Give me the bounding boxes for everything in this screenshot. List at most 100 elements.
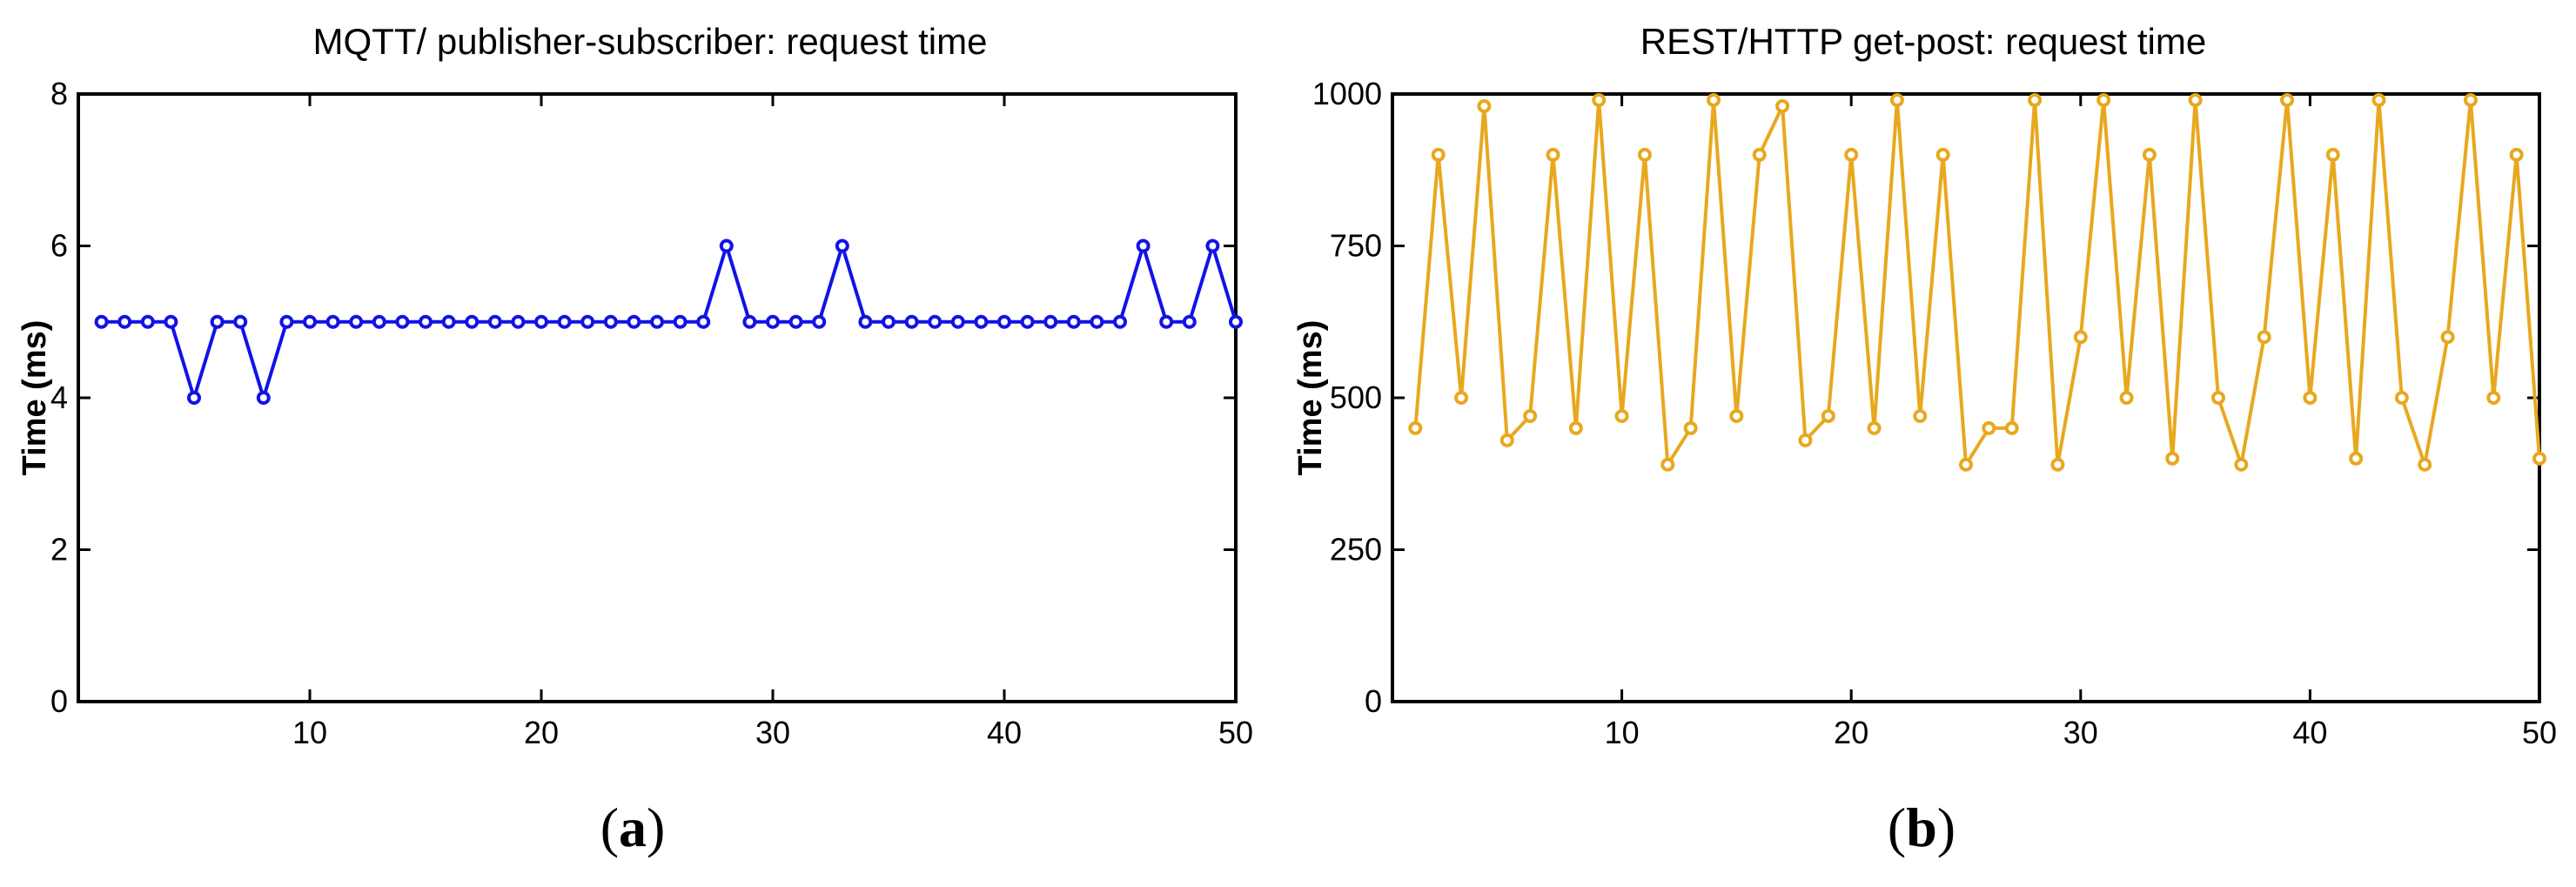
data-point-a [117,314,132,329]
data-point-a [557,314,572,329]
data-point-b [1592,92,1607,107]
x-tick-label-a: 40 [987,715,1022,750]
data-point-b [1821,408,1835,423]
data-point-b [2257,330,2271,345]
caption-a-close: ) [647,796,665,858]
data-point-a [325,314,340,329]
caption-b-close: ) [1937,796,1955,858]
data-point-b [2096,92,2111,107]
data-point-b [1614,408,1629,423]
x-tick-label-b: 20 [1834,715,1868,750]
data-point-a [94,314,109,329]
y-tick-label-b: 750 [1330,228,1382,264]
y-axis-label-b: Time (ms) [1292,320,1329,476]
data-point-a [419,314,433,329]
data-point-b [1798,433,1813,447]
data-point-b [1568,420,1583,435]
data-point-a [812,314,827,329]
data-point-b [2532,451,2546,466]
data-point-a [950,314,965,329]
data-point-a [1205,239,1220,253]
x-tick-label-a: 30 [755,715,790,750]
data-point-b [2418,457,2432,472]
caption-a-letter: a [619,796,647,858]
plot-frame-b [1391,92,2541,703]
y-axis-label-a: Time (ms) [17,320,53,476]
data-point-b [1707,92,1721,107]
data-point-b [2234,457,2249,472]
data-point-a [372,314,386,329]
series-line-b [1413,99,2541,472]
data-point-a [696,314,711,329]
y-tick-label-b: 500 [1330,380,1382,415]
data-point-b [1867,420,1882,435]
data-point-a [1159,314,1174,329]
data-point-a [1020,314,1035,329]
data-point-a [256,391,271,405]
data-point-a [580,314,595,329]
data-point-a [719,239,734,253]
data-point-a [835,239,849,253]
data-point-b [2142,147,2157,162]
data-point-b [1431,147,1446,162]
data-point-b [1982,420,1996,435]
data-point-a [441,314,456,329]
data-point-a [279,314,294,329]
data-point-b [1775,98,1790,113]
data-point-a [187,391,201,405]
data-point-b [2486,391,2501,405]
data-point-a [1090,314,1104,329]
data-point-a [164,314,178,329]
y-tick-label-a: 2 [50,532,68,568]
data-point-b [2188,92,2203,107]
data-point-b [2050,457,2065,472]
data-point-a [997,314,1011,329]
data-point-b [1959,457,1973,472]
data-point-b [2073,330,2088,345]
data-point-b [2325,147,2340,162]
x-tick-label-b: 10 [1605,715,1640,750]
data-point-b [1935,147,1950,162]
data-point-b [2303,391,2318,405]
data-point-b [2349,451,2364,466]
x-tick-label-a: 10 [292,715,327,750]
data-point-a [534,314,548,329]
x-tick-label-b: 40 [2292,715,2327,750]
data-point-a [650,314,664,329]
data-point-b [2119,391,2134,405]
chart-title-a: MQTT/ publisher-subscriber: request time [313,21,988,62]
data-point-a [1229,314,1243,329]
data-point-b [2509,147,2524,162]
data-point-b [2004,420,2019,435]
data-point-a [1136,239,1150,253]
data-point-b [2463,92,2478,107]
data-point-b [1637,147,1652,162]
x-tick-label-a: 20 [524,715,559,750]
data-point-b [2280,92,2295,107]
y-tick-label-b: 250 [1330,532,1382,568]
y-tick-label-a: 0 [50,683,68,719]
caption-a-open: ( [600,796,619,858]
caption-b: (b) [1888,796,1955,858]
data-point-b [1889,92,1904,107]
ticks-a: 10 20 30 40 50 0 2 4 6 8 [50,76,1253,750]
x-tick-label-b: 30 [2063,715,2098,750]
data-point-b [2165,451,2180,466]
data-point-b [2371,92,2386,107]
y-tick-label-a: 4 [50,380,68,415]
data-point-b [2394,391,2409,405]
data-point-b [1408,420,1423,435]
chart-panel-a: MQTT/ publisher-subscriber: request time… [17,21,1253,858]
plot-frame-a [77,92,1238,703]
data-point-b [1523,408,1538,423]
data-point-b [1913,408,1928,423]
data-point-b [2210,391,2225,405]
data-point-b [1477,98,1492,113]
chart-panel-b: REST/HTTP get-post: request time 10 20 30 4… [1292,21,2557,858]
data-point-b [1499,433,1514,447]
data-point-a [673,314,688,329]
y-tick-label-b: 0 [1365,683,1382,719]
data-point-a [904,314,919,329]
data-point-a [1043,314,1058,329]
